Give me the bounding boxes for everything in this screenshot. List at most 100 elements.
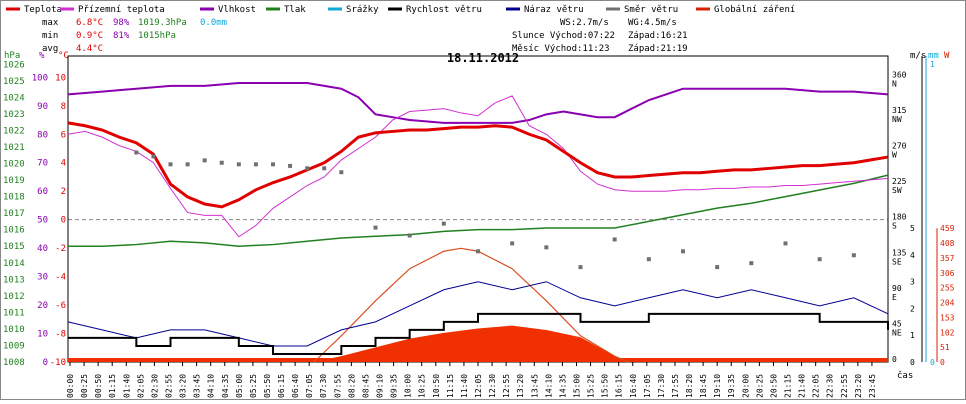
- wind-direction-point: [544, 245, 549, 250]
- hpa-tick-label: 1012: [3, 292, 25, 302]
- ms-tick-label: 5: [910, 224, 915, 233]
- x-tick-label: 09:35: [390, 374, 399, 398]
- pressure-line: [68, 174, 889, 247]
- x-tick-label: 02:30: [150, 374, 159, 398]
- info-moon-set: Západ:21:19: [628, 44, 688, 54]
- temp-tick-label: -2: [55, 244, 66, 254]
- legend-label: Srážky: [346, 5, 379, 15]
- temp-tick-label: 6: [61, 130, 66, 140]
- x-tick-label: 23:45: [868, 374, 877, 398]
- x-tick-label: 21:15: [784, 374, 793, 398]
- dir-tick-label: 45: [892, 319, 902, 328]
- wind-direction-point: [407, 233, 412, 238]
- stats-min-label: min: [42, 31, 58, 41]
- wind-direction-point: [339, 170, 344, 175]
- hpa-tick-label: 1017: [3, 209, 25, 219]
- wind-direction-point: [783, 241, 788, 246]
- stats-avg-label: avg: [42, 44, 58, 54]
- x-tick-label: 09:10: [376, 374, 385, 398]
- wind-direction-point: [510, 241, 515, 246]
- temp-tick-label: -8: [55, 330, 66, 340]
- pct-tick-label: 10: [37, 330, 48, 340]
- hpa-tick-label: 1010: [3, 325, 25, 335]
- hpa-tick-label: 1021: [3, 143, 25, 153]
- w-tick-label: 102: [940, 328, 955, 337]
- solar-baseline-band: [68, 358, 888, 362]
- x-tick-label: 05:50: [263, 374, 272, 398]
- w-tick-label: 255: [940, 284, 955, 293]
- ms-tick-label: 3: [910, 278, 915, 287]
- x-tick-label: 10:50: [432, 374, 441, 398]
- temp-tick-label: 4: [61, 159, 66, 169]
- hpa-tick-label: 1025: [3, 77, 25, 87]
- x-tick-label: 22:30: [826, 374, 835, 398]
- pct-tick-label: 0: [43, 358, 48, 368]
- pct-tick-label: 70: [37, 159, 48, 169]
- info-moon-rise: Měsíc Východ:11:23: [512, 44, 610, 54]
- dir-tick-label: 270: [892, 142, 907, 151]
- wind-direction-point: [373, 225, 378, 230]
- hpa-tick-label: 1011: [3, 308, 25, 318]
- x-tick-label: 16:40: [629, 374, 638, 398]
- stats-max-hum: 98%: [113, 18, 130, 28]
- ms-tick-label: 0: [910, 358, 915, 367]
- wind-direction-point: [578, 265, 583, 270]
- x-tick-label: 18:45: [699, 374, 708, 398]
- w-tick-label: 408: [940, 239, 955, 248]
- x-axis-ticks: 00:00 00:25 00:50 01:15 01:40 02:05 02:30 02:55…: [66, 362, 877, 398]
- axis-unit-labels: hPa % °C m/s mm W čas: [4, 51, 950, 381]
- temp-tick-label: 2: [61, 187, 66, 197]
- x-tick-label: 15:50: [601, 374, 610, 398]
- x-tick-label: 11:40: [460, 374, 469, 398]
- x-tick-label: 00:00: [66, 374, 75, 398]
- x-tick-label: 17:05: [643, 374, 652, 398]
- dir-tick-label: 135: [892, 248, 907, 257]
- legend-label: Globální záření: [714, 5, 795, 15]
- wind-speed-line: [68, 312, 889, 355]
- temp-tick-label: -6: [55, 301, 66, 311]
- temp-unit: °C: [58, 51, 69, 61]
- hpa-tick-label: 1020: [3, 160, 25, 170]
- x-tick-label: 14:35: [558, 374, 567, 398]
- pct-tick-label: 20: [37, 301, 48, 311]
- w-tick-label: 204: [940, 299, 955, 308]
- x-tick-label: 10:00: [404, 374, 413, 398]
- dir-tick-name: NE: [892, 328, 902, 337]
- wind-direction-point: [236, 162, 241, 167]
- wind-direction-point: [441, 221, 446, 226]
- info-ws: WS:2.7m/s: [560, 18, 609, 28]
- x-tick-label: 07:05: [305, 374, 314, 398]
- legend-label: Tlak: [284, 5, 306, 15]
- ms-tick-label: 2: [910, 304, 915, 313]
- x-tick-label: 08:20: [347, 374, 356, 398]
- x-tick-label: 20:50: [769, 374, 778, 398]
- temp-tick-label: 8: [61, 102, 66, 112]
- x-tick-label: 19:35: [727, 374, 736, 398]
- wind-direction-point: [202, 158, 207, 163]
- pct-tick-label: 100: [32, 73, 48, 83]
- x-tick-label: 21:40: [798, 374, 807, 398]
- info-sun-rise: Slunce Východ:07:22: [512, 31, 615, 41]
- temp-tick-label: 10: [55, 73, 66, 83]
- x-tick-label: 12:05: [474, 374, 483, 398]
- hpa-tick-label: 1009: [3, 341, 25, 351]
- x-tick-label: 15:00: [572, 374, 581, 398]
- x-tick-label: 18:20: [685, 374, 694, 398]
- hpa-unit: hPa: [4, 51, 20, 61]
- hpa-tick-label: 1024: [3, 93, 25, 103]
- legend-label: Směr větru: [624, 5, 678, 15]
- dir-tick-label: 180: [892, 213, 907, 222]
- info-sun-set: Západ:16:21: [628, 31, 688, 41]
- hpa-tick-label: 1026: [3, 60, 25, 70]
- dir-tick-name: W: [892, 151, 897, 160]
- wind-direction-point: [151, 154, 156, 159]
- ms-tick-label: 1: [910, 331, 915, 340]
- x-tick-label: 16:15: [615, 374, 624, 398]
- solar-radiation-area: [314, 325, 629, 362]
- x-tick-label: 22:55: [840, 374, 849, 398]
- mm-unit: mm: [928, 51, 939, 61]
- x-tick-label: 02:05: [136, 374, 145, 398]
- x-tick-label: 00:50: [94, 374, 103, 398]
- hpa-tick-label: 1015: [3, 242, 25, 252]
- stats-min-hum: 81%: [113, 31, 130, 41]
